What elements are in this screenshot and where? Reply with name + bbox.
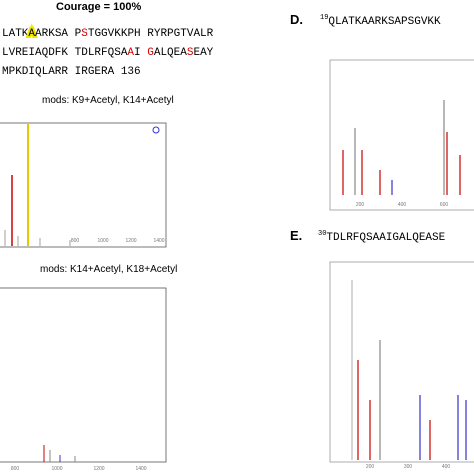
residue-run: LATK xyxy=(2,28,29,40)
peaks xyxy=(43,445,76,462)
residue-run: A xyxy=(28,28,35,40)
zoom-icon xyxy=(152,126,160,134)
x-tick-label: 1200 xyxy=(125,238,136,244)
x-tick-label: 1000 xyxy=(97,238,108,244)
residue-run: G xyxy=(147,47,154,59)
peptide-sequence: TDLRFQSAAIGALQEASE xyxy=(326,232,445,244)
x-tick-label: 400 xyxy=(398,202,407,208)
residue-run: EAY xyxy=(193,47,213,59)
peptide: 30TDLRFQSAAIGALQEASE xyxy=(318,230,446,244)
mods-label: mods: K14+Acetyl, K18+Acetyl xyxy=(40,264,177,275)
residue-run: ARKSA P xyxy=(35,28,82,40)
panel-label: E. xyxy=(290,228,302,243)
sequence-block: LATKAARKSA PSTGGVKKPH RYRPGTVALRLVREIAQD… xyxy=(2,26,214,78)
residue-run: S xyxy=(81,28,88,40)
residue-run: LVREIAQDFK TDLRFQSA xyxy=(2,47,128,59)
x-tick-label: 300 xyxy=(404,464,413,470)
panel-label: D. xyxy=(290,12,303,27)
residue-run: ALQEA xyxy=(154,47,187,59)
spectrum-frame xyxy=(329,261,474,463)
spectrum-frame xyxy=(0,122,167,248)
x-tick-label: 600 xyxy=(440,202,449,208)
start-index: 30 xyxy=(318,230,326,238)
x-tick-label: 400 xyxy=(442,464,451,470)
sequence-line: MPKDIQLARR IRGERA 136 xyxy=(2,66,141,78)
start-index: 19 xyxy=(320,14,328,22)
peaks xyxy=(4,230,71,246)
peptide: 19QLATKAARKSAPSGVKK xyxy=(320,14,441,28)
confidence: Courage = 100% xyxy=(56,1,142,13)
x-tick-label: 800 xyxy=(71,238,80,244)
sequence-line: LATKAARKSA PSTGGVKKPH RYRPGTVALR xyxy=(2,28,214,40)
residue-run: TGGVKKPH RYRPGTVALR xyxy=(88,28,214,40)
spectrum-frame xyxy=(0,287,167,463)
x-tick-label: 800 xyxy=(11,466,20,472)
x-tick-label: 200 xyxy=(366,464,375,470)
peaks xyxy=(351,280,467,460)
spectrum-frame xyxy=(329,59,474,211)
mods-label: mods: K9+Acetyl, K14+Acetyl xyxy=(42,95,174,106)
residue-run: A xyxy=(127,47,134,59)
x-tick-label: 1200 xyxy=(93,466,104,472)
peaks xyxy=(342,100,461,195)
x-tick-label: 1000 xyxy=(51,466,62,472)
residue-run: S xyxy=(187,47,194,59)
residue-run: MPKDIQLARR IRGERA 136 xyxy=(2,66,141,78)
residue-run: I xyxy=(134,47,147,59)
x-tick-label: 200 xyxy=(356,202,365,208)
sequence-line: LVREIAQDFK TDLRFQSAAI GALQEASEAY xyxy=(2,47,214,59)
peptide-sequence: QLATKAARKSAPSGVKK xyxy=(328,16,441,28)
x-tick-label: 1400 xyxy=(153,238,164,244)
x-tick-label: 1400 xyxy=(135,466,146,472)
